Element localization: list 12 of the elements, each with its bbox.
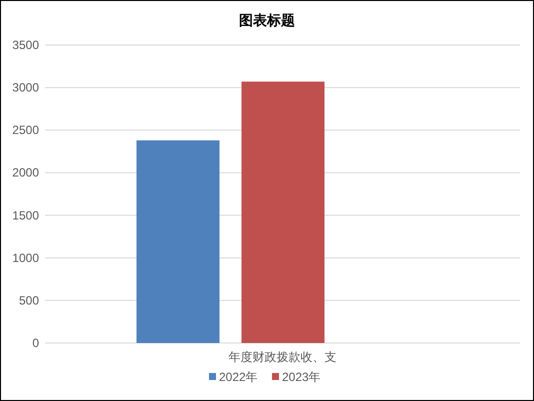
y-tick-label: 500 [18,293,40,308]
y-tick-label: 0 [32,336,40,350]
legend-label: 2022年 [219,370,258,384]
y-tick-label: 1000 [12,250,40,265]
y-tick-label: 2000 [12,166,40,180]
y-tick-label: 3000 [12,80,40,95]
legend-label: 2023年 [282,370,321,384]
y-tick-label: 1500 [12,208,40,222]
y-tick-label: 3500 [12,38,40,52]
y-tick-label: 2500 [12,123,40,138]
chart-title: 图表标题 [239,12,295,28]
x-tick-label: 年度财政拨款收、支 [228,350,336,364]
